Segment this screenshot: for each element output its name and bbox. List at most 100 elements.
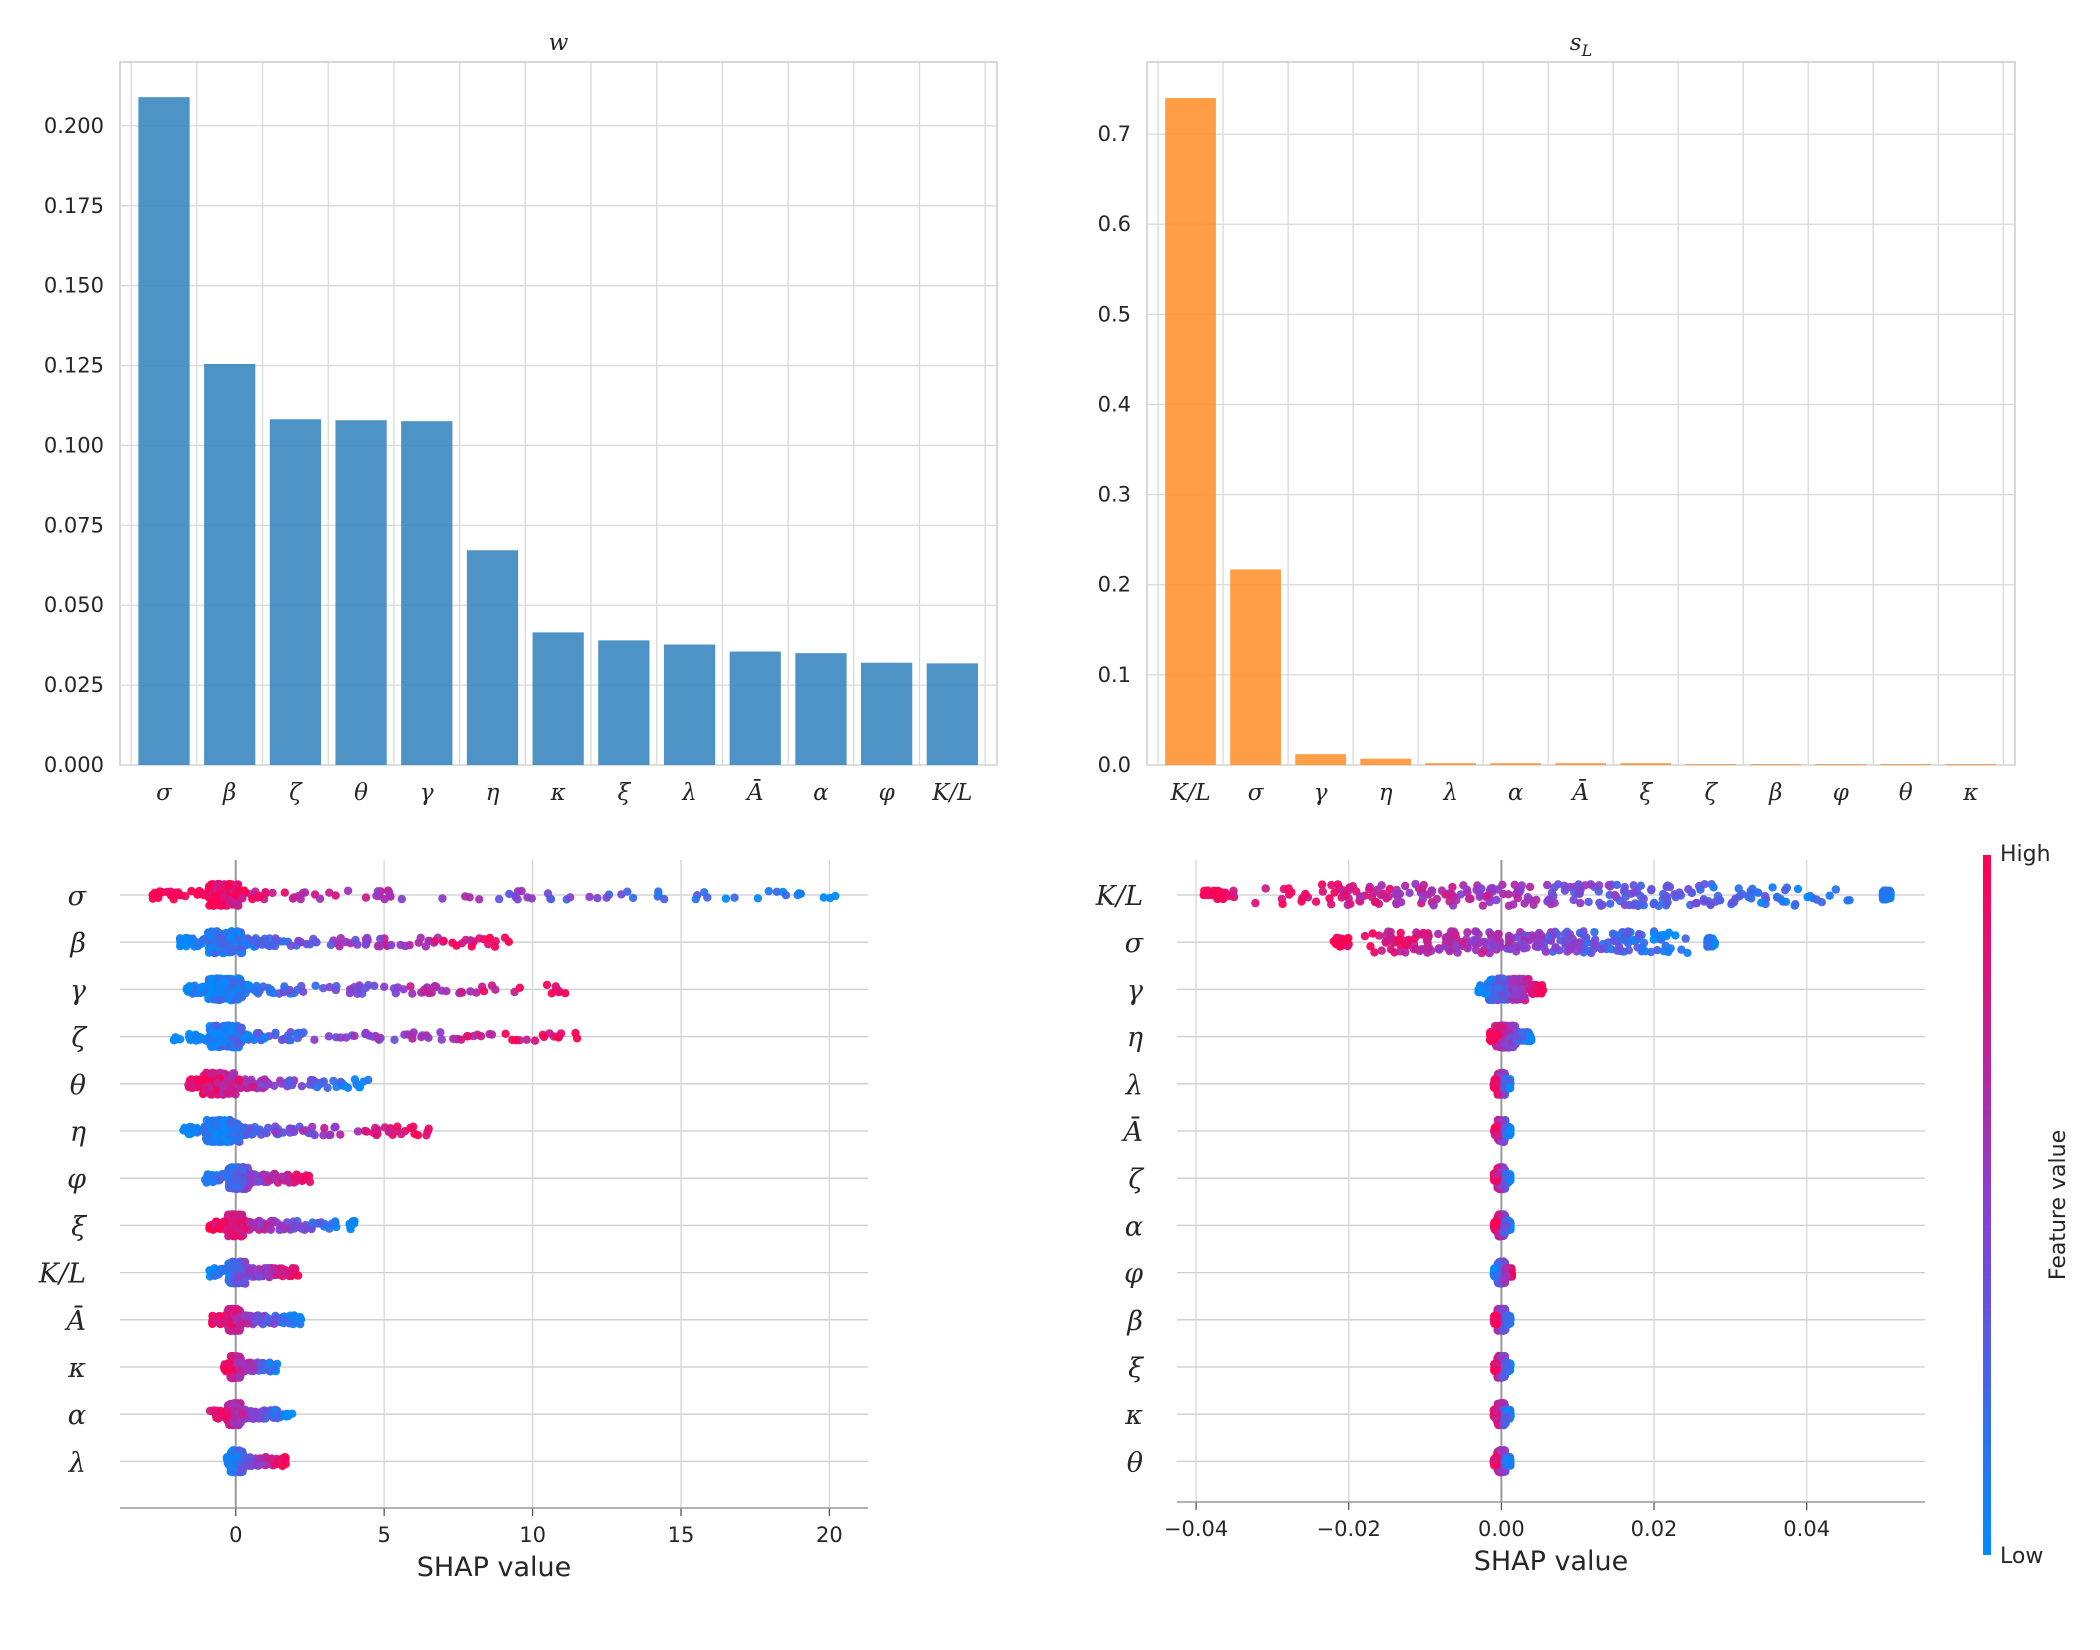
x-tick-label: ξ xyxy=(618,780,632,806)
x-tick-label: ζ xyxy=(289,780,303,806)
shap-point xyxy=(239,1124,248,1134)
shap-point xyxy=(290,1127,299,1137)
feature-label: κ xyxy=(67,1353,86,1384)
shap-point xyxy=(227,1118,236,1127)
feature-label: ξ xyxy=(71,1211,87,1242)
shap-point xyxy=(247,1075,256,1085)
shap-point xyxy=(260,934,269,943)
shap-point xyxy=(380,1123,390,1132)
shap-point xyxy=(226,942,235,951)
y-tick-label: 0.0 xyxy=(1098,753,1131,777)
shap-point xyxy=(308,1218,317,1227)
bar xyxy=(532,632,584,765)
shap-point xyxy=(228,1230,237,1239)
shap-point xyxy=(296,895,305,904)
shap-point xyxy=(409,1122,418,1131)
shap-point xyxy=(465,893,474,902)
feature-label: σ xyxy=(68,881,88,912)
shap-point xyxy=(204,882,214,891)
shap-point xyxy=(253,892,262,902)
shap-point xyxy=(585,892,594,902)
shap-point xyxy=(336,1033,345,1042)
shap-point xyxy=(207,1137,216,1147)
x-tick-label: α xyxy=(1508,780,1524,806)
shap-point xyxy=(213,981,222,990)
y-tick-label: 0.4 xyxy=(1098,392,1131,416)
shap-point xyxy=(215,1038,224,1047)
shap-point xyxy=(819,893,828,902)
shap-point xyxy=(414,938,423,947)
shap-point xyxy=(623,887,632,896)
shap-point xyxy=(551,982,560,991)
shap-point xyxy=(490,942,500,951)
feature-label: α xyxy=(68,1400,86,1431)
shap-point xyxy=(448,938,457,947)
shap-point xyxy=(542,980,552,990)
shap-point xyxy=(331,891,340,900)
shap-point xyxy=(289,1315,298,1324)
feature-label: γ xyxy=(70,975,87,1006)
shap-point xyxy=(288,1409,297,1418)
shap-point xyxy=(513,895,522,904)
shap-point xyxy=(691,894,700,904)
shap-point xyxy=(255,1317,264,1326)
shap-point xyxy=(362,933,372,943)
shap-point xyxy=(176,940,185,950)
shap-point xyxy=(475,895,484,904)
shap-point xyxy=(385,891,395,900)
y-tick-label: 0.3 xyxy=(1098,483,1131,507)
x-tick-label: η xyxy=(486,780,500,806)
shap-point xyxy=(406,982,415,991)
y-tick-label: 0.5 xyxy=(1098,302,1131,326)
x-tick-label: φ xyxy=(879,780,896,806)
shap-point xyxy=(408,1034,417,1043)
shap-point xyxy=(245,1218,254,1227)
bar xyxy=(663,644,716,765)
shap-point xyxy=(182,1126,191,1135)
x-tick-label: ξ xyxy=(1639,780,1653,806)
shap-point xyxy=(206,1090,216,1099)
shap-point xyxy=(230,1306,239,1315)
shap-point xyxy=(485,933,494,943)
shap-point xyxy=(217,900,227,910)
shap-point xyxy=(296,1315,306,1324)
shap-point xyxy=(271,1028,280,1038)
shap-point xyxy=(228,1129,237,1138)
shap-point xyxy=(218,1119,227,1128)
shap-point xyxy=(194,1076,203,1085)
bar-chart-w: 0.0000.0250.0500.0750.1000.1250.1500.175… xyxy=(44,30,998,806)
y-tick-label: 0.150 xyxy=(44,274,104,298)
shap-point xyxy=(345,989,355,998)
shap-point xyxy=(530,1036,540,1045)
y-tick-label: 0.1 xyxy=(1098,663,1131,687)
shap-point xyxy=(312,1083,322,1092)
shap-point xyxy=(295,937,304,946)
bar xyxy=(1555,763,1607,765)
plot-frame xyxy=(1146,61,2016,766)
shap-point xyxy=(224,994,233,1003)
shap-point xyxy=(205,1406,215,1416)
shap-point xyxy=(196,983,205,993)
x-tick-label: σ xyxy=(156,780,173,806)
shap-point xyxy=(417,1032,426,1042)
shap-point xyxy=(260,1033,269,1042)
shap-point xyxy=(216,1267,225,1276)
shap-point xyxy=(491,985,500,994)
shap-point xyxy=(260,1128,269,1137)
shap-point xyxy=(764,887,773,896)
shap-point xyxy=(252,987,261,997)
shap-point xyxy=(350,1216,359,1226)
shap-point xyxy=(238,894,247,903)
shap-point xyxy=(430,936,440,946)
shap-point xyxy=(211,1129,221,1138)
y-tick-label: 0.7 xyxy=(1098,122,1131,146)
shap-point xyxy=(240,938,250,947)
shap-point xyxy=(257,1359,267,1369)
shap-point xyxy=(292,1174,302,1183)
feature-label: φ xyxy=(67,1164,86,1195)
x-tick-label: σ xyxy=(1248,780,1265,806)
shap-point xyxy=(421,986,430,995)
shap-point xyxy=(387,940,396,950)
shap-point xyxy=(310,1035,319,1045)
